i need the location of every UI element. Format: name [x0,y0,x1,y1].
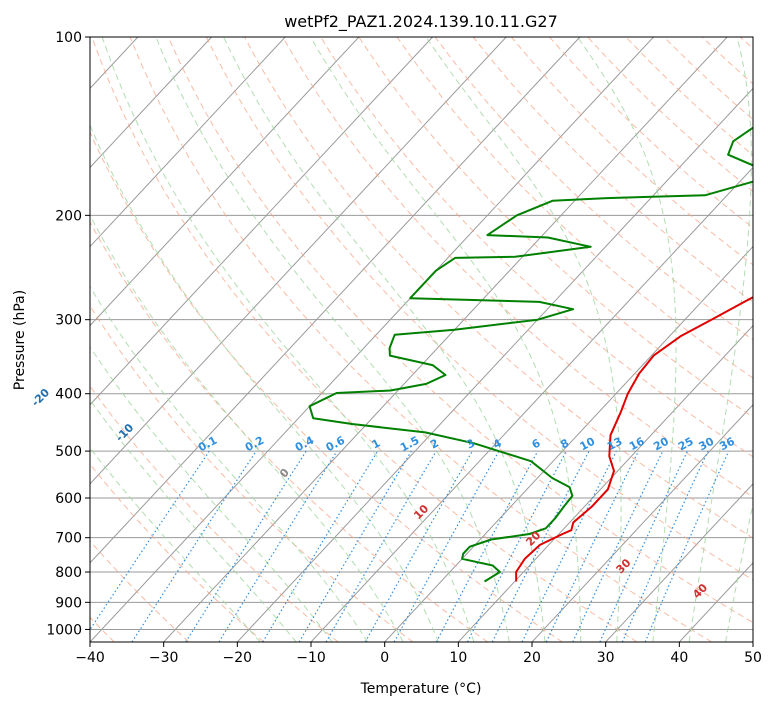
isotherm-gridline [163,37,728,642]
dry-adiabat-line [129,37,712,642]
mixing-ratio-label: 30 [697,435,717,454]
mixing-ratio-label: 13 [605,435,625,454]
moist-adiabat-line [725,501,753,642]
isotherm-gridline [384,245,753,642]
x-tick-label: 50 [744,650,762,666]
moist-adiabat-line [223,37,546,642]
mixing-ratio-line [393,450,500,642]
y-tick-label: 900 [55,595,82,611]
grid-layer [0,37,753,642]
x-tick-label: 10 [449,650,467,666]
y-tick-label: 1000 [46,622,82,638]
x-tick-label: −30 [149,650,179,666]
isotherm-gridline [90,37,360,327]
isotherm-gridline [90,37,433,406]
mixing-ratio-line [521,450,617,642]
dry-adiabat-line [434,37,753,341]
mixing-ratio-line [262,450,379,642]
series-layer [308,126,753,583]
dry-adiabat-line [205,37,753,581]
dry-adiabat-line [472,37,753,303]
mixing-ratio-line [218,450,338,642]
x-tick-label: 40 [670,650,688,666]
dry-adiabat-line [90,463,264,642]
ticks-layer: −40 −30 −20 −10 0 10 20 30 40 50 100 200 300 400 500 60… [46,30,762,666]
moist-adiabat-line [90,285,369,642]
y-tick-label: 400 [55,387,82,403]
dry-adiabat-line [282,37,753,498]
y-tick-label: 700 [55,531,82,547]
dewpoint-line [308,126,753,583]
moist-adiabat-line [577,37,677,642]
dry-adiabat-line [167,37,753,624]
dry-adiabat-line [90,221,488,642]
isotherm-gridline [236,87,753,642]
moist-adiabat-line [688,37,752,642]
isotherm-gridline [90,37,507,485]
x-tick-label: −40 [75,650,105,666]
mixing-ratio-label: 20 [651,435,671,454]
y-tick-label: 300 [55,313,82,329]
mixing-ratio-line [621,450,709,642]
chart-title: wetPf2_PAZ1.2024.139.10.11.G27 [284,12,558,32]
moist-adiabat-line [425,37,622,642]
x-tick-label: 20 [523,650,541,666]
x-axis-label: Temperature (°C) [360,681,482,697]
isotherm-gridline [310,166,753,642]
x-tick-label: −10 [296,650,326,666]
isotherm-gridline [531,404,753,642]
mixing-ratio-line [435,450,539,642]
moist-adiabat-line [90,214,404,642]
y-tick-label: 500 [55,444,82,460]
y-tick-label: 200 [55,208,82,224]
dry-adiabat-line [90,540,190,642]
mixing-ratio-line [644,450,730,642]
isotherm-gridline [90,37,581,564]
mixing-ratio-line [90,450,210,631]
mixing-ratio-label: 10 [578,435,598,454]
moist-adiabat-line [90,124,439,642]
dry-adiabat-line [396,37,753,379]
y-axis-label: Pressure (hPa) [12,290,28,390]
guide-lines-layer [90,37,775,642]
isotherm-gridline [90,37,654,642]
y-tick-label: 600 [55,491,82,507]
plot-frame [89,36,754,643]
isotherm-gridline [605,483,753,642]
moist-adiabat-line [101,37,475,642]
mixing-ratio-label: 36 [717,435,737,454]
isotherm-gridline [752,641,753,642]
y-tick-label: 800 [55,565,82,581]
mixing-ratio-line [185,450,307,642]
dry-adiabat-line [244,37,753,539]
dry-adiabat-label: -20 [29,386,52,409]
moist-adiabat-line [155,37,510,642]
isotherm-gridline [90,37,212,169]
plot-background [90,37,753,642]
dry-adiabat-line [91,37,638,642]
temperature-line [515,296,753,582]
isotherm-gridline [90,37,286,248]
x-tick-label: −20 [223,650,253,666]
isotherm-gridline [0,37,64,642]
x-tick-label: 0 [380,650,389,666]
mixing-ratio-line [131,450,257,642]
mixing-ratio-line [364,450,473,642]
isotherm-gridline [457,324,753,642]
mixing-ratio-label: 16 [627,435,647,454]
moist-adiabat-line [90,346,333,642]
moist-adiabat-line [90,398,297,642]
mixing-ratio-label: 25 [676,435,696,454]
dry-adiabat-line [90,131,563,642]
mixing-ratio-line [491,450,590,642]
moist-adiabat-line [762,37,775,642]
x-tick-label: 30 [597,650,615,666]
y-tick-label: 100 [55,30,82,46]
